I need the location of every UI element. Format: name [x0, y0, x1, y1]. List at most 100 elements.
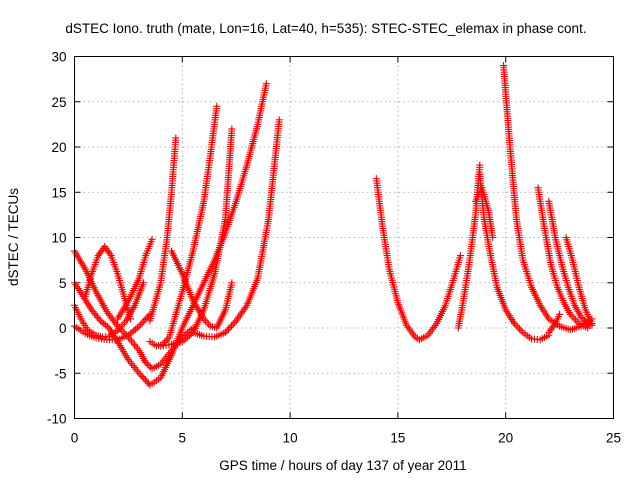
data-point: [139, 281, 147, 289]
data-point: [134, 367, 142, 375]
chart-title: dSTEC Iono. truth (mate, Lon=16, Lat=40,…: [65, 21, 586, 36]
data-point: [210, 272, 218, 280]
data-point: [573, 318, 581, 326]
tick-labels: 0 5 10 15 20 25 -10 -5 0 5 10 15 20 25 30: [47, 50, 621, 446]
data-series: [146, 134, 180, 325]
data-point: [579, 315, 587, 323]
data-point: [128, 328, 136, 336]
data-point: [137, 371, 145, 379]
data-point: [570, 299, 578, 307]
data-point: [385, 263, 393, 271]
data-point: [533, 335, 541, 343]
data-point: [242, 163, 250, 171]
data-point: [138, 319, 146, 327]
data-point: [225, 325, 232, 333]
data-point: [213, 105, 221, 113]
data-point: [87, 272, 95, 280]
data-point: [228, 127, 236, 135]
plot-frame: [74, 56, 614, 419]
data-series: [71, 247, 150, 366]
x-tick-label: 15: [390, 431, 405, 446]
data-point: [208, 333, 216, 341]
data-point: [517, 327, 525, 335]
data-point: [422, 332, 430, 340]
data-point: [557, 258, 565, 266]
data-point: [80, 263, 88, 271]
data-series: [500, 62, 596, 334]
x-tick-label: 10: [283, 431, 298, 446]
data-point: [525, 333, 533, 341]
data-point: [553, 281, 561, 289]
data-series: [454, 161, 484, 332]
data-point: [122, 332, 130, 340]
data-point: [126, 313, 134, 321]
data-point: [165, 341, 173, 349]
data-point: [176, 338, 184, 346]
y-tick-label: -10: [47, 412, 67, 427]
data-point: [182, 335, 190, 343]
data-point: [177, 326, 185, 334]
data-series: [157, 125, 236, 350]
data-point: [379, 222, 387, 230]
y-tick-label: 25: [51, 95, 66, 110]
data-point: [87, 304, 95, 312]
data-point: [574, 281, 582, 289]
data-point: [501, 304, 509, 312]
data-point: [576, 311, 584, 319]
data-point: [547, 258, 555, 266]
data-point: [140, 317, 148, 325]
data-point: [198, 331, 206, 339]
data-point: [493, 281, 501, 289]
y-tick-label: 10: [51, 231, 66, 246]
data-point: [570, 314, 578, 322]
data-point: [231, 318, 239, 326]
axis-ticks: [74, 56, 614, 419]
data-point: [262, 82, 270, 90]
data-point: [476, 163, 484, 171]
data-point: [465, 263, 473, 271]
data-point: [544, 313, 552, 321]
data-point: [155, 361, 163, 369]
data-point: [580, 316, 588, 324]
data-point: [155, 375, 163, 383]
data-point: [138, 373, 146, 381]
data-point: [177, 268, 185, 276]
data-series: [372, 175, 464, 344]
data-point: [486, 249, 494, 257]
data-point: [527, 281, 535, 289]
data-point: [82, 324, 90, 332]
y-tick-label: 20: [51, 140, 66, 155]
data-series: [472, 184, 497, 241]
data-series: [146, 102, 221, 350]
x-tick-label: 25: [606, 431, 621, 446]
data-point: [559, 296, 567, 304]
data-point: [167, 353, 175, 361]
data-series: [534, 184, 596, 332]
data-point: [582, 318, 590, 326]
data-point: [519, 254, 527, 262]
data-point: [135, 322, 143, 330]
data-point: [95, 315, 103, 323]
y-tick-label: 30: [51, 50, 66, 65]
data-point: [171, 313, 179, 321]
data-point: [143, 360, 151, 368]
data-point: [205, 320, 213, 328]
data-point: [141, 254, 149, 262]
data-point: [203, 319, 211, 327]
data-point: [100, 320, 108, 328]
data-point: [143, 314, 151, 322]
data-point: [156, 281, 164, 289]
data-point: [113, 267, 121, 275]
data-point: [150, 341, 158, 349]
data-point: [458, 304, 466, 312]
x-tick-label: 5: [179, 431, 187, 446]
data-point: [98, 318, 106, 326]
data-point: [393, 296, 401, 304]
data-point: [449, 276, 457, 284]
data-series: [189, 116, 283, 341]
x-axis-label: GPS time / hours of day 137 of year 2011: [219, 458, 466, 473]
data-point: [402, 319, 410, 327]
data-point: [253, 123, 261, 131]
data-point: [145, 362, 153, 370]
data-point: [106, 250, 114, 258]
